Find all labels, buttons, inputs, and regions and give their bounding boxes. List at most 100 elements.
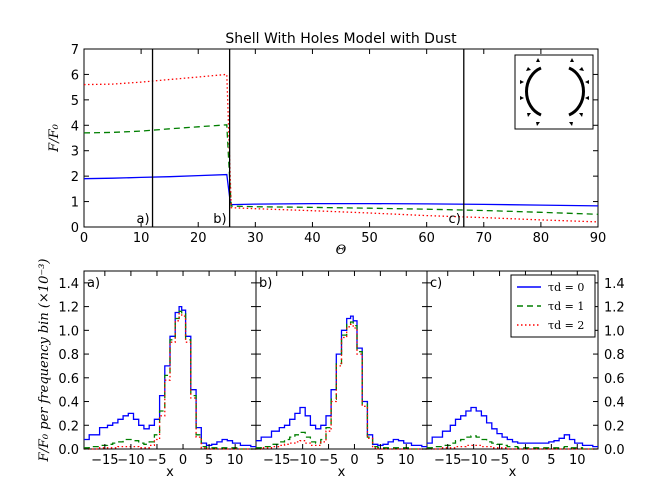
panel-2-xtick-label-2: −5 — [490, 453, 509, 468]
bottom-ytick-label-left-3: 0.6 — [58, 372, 79, 387]
panel-1-series-1 — [256, 321, 427, 450]
bottom-ytick-label-right-4: 0.8 — [604, 348, 625, 363]
top-ytick-label-6: 6 — [71, 68, 79, 83]
panel-1-xtick-label-4: 5 — [376, 453, 384, 468]
top-ytick-label-3: 3 — [71, 145, 79, 160]
panel-2-xtick-label-0: −15 — [434, 453, 461, 468]
panel-2-xtick-label-4: 5 — [547, 453, 555, 468]
inset-arrow-6-icon — [579, 67, 584, 71]
panel-2-label: c) — [430, 276, 442, 291]
top-xtick-label-9: 90 — [590, 231, 607, 246]
inset-left-shell — [525, 66, 542, 117]
bottom-ytick-label-left-5: 1.0 — [58, 324, 79, 339]
panel-1-xtick-label-5: 10 — [398, 453, 415, 468]
top-series-0 — [83, 173, 599, 207]
panel-2-series-2 — [427, 444, 598, 450]
legend-label-1: τd = 1 — [548, 300, 584, 313]
bottom-ytick-label-right-5: 1.0 — [604, 324, 625, 339]
panel-2-xtick-label-3: 0 — [521, 453, 529, 468]
bottom-ytick-label-left-0: 0.0 — [58, 443, 79, 458]
panel-1-xtick-label-1: −10 — [289, 453, 316, 468]
inset-right-shell — [568, 66, 585, 117]
inset-arrow-5-icon — [536, 122, 540, 126]
panel-0-xtick-label-2: −5 — [147, 453, 166, 468]
bottom-ytick-label-left-4: 0.8 — [58, 348, 79, 363]
inset-arrow-1-icon — [526, 67, 531, 71]
inset-arrow-2-icon — [520, 80, 524, 84]
panel-0-xtick-label-5: 10 — [227, 453, 244, 468]
panel-0-xlabel: x — [166, 465, 174, 480]
inset-arrow-12-icon — [570, 58, 574, 62]
top-ytick-label-5: 5 — [71, 94, 79, 109]
top-xtick-label-7: 70 — [476, 231, 493, 246]
chart-title: Shell With Holes Model with Dust — [225, 31, 457, 47]
inset-arrow-8-icon — [585, 96, 589, 100]
bottom-ytick-label-left-2: 0.4 — [58, 396, 79, 411]
inset-arrow-4-icon — [527, 113, 531, 117]
panel-1-xtick-label-0: −15 — [263, 453, 290, 468]
top-ytick-label-0: 0 — [71, 221, 79, 236]
shell-with-holes-inset — [514, 54, 594, 130]
panel-2-xtick-label-5: 10 — [569, 453, 586, 468]
top-xtick-label-3: 30 — [247, 231, 264, 246]
panel-0-series-2 — [84, 313, 256, 450]
panel-1-series-2 — [256, 323, 427, 450]
inset-arrow-7-icon — [585, 80, 589, 84]
bottom-ytick-label-right-7: 1.4 — [604, 277, 625, 292]
panel-2-xlabel: x — [509, 465, 517, 480]
legend-label-0: τd = 0 — [548, 281, 584, 294]
top-panel: Shell With Holes Model with Dust a) b) c) … — [47, 31, 606, 258]
panel-0-series-1 — [84, 310, 256, 450]
panel-0-xtick-label-1: −10 — [117, 453, 144, 468]
panel-1-label: b) — [259, 276, 272, 291]
top-x-axis-label: Θ — [336, 243, 347, 258]
panel-1-xtick-label-2: −5 — [319, 453, 338, 468]
top-annotation-0: a) — [136, 212, 149, 227]
bottom-ytick-label-right-2: 0.4 — [604, 396, 625, 411]
panel-0-series-0 — [84, 305, 256, 448]
inset-arrow-3-icon — [520, 96, 524, 100]
panel-0-label: a) — [87, 276, 100, 291]
top-annotation-2: c) — [449, 212, 461, 227]
inset-arrow-11-icon — [536, 58, 540, 62]
legend-box — [510, 274, 596, 338]
panel-0-xtick-label-3: 0 — [179, 453, 187, 468]
top-xtick-label-4: 40 — [304, 231, 321, 246]
top-ytick-label-7: 7 — [71, 43, 79, 58]
panel-1-xlabel: x — [338, 465, 346, 480]
top-xtick-label-5: 50 — [361, 231, 378, 246]
legend-label-2: τd = 2 — [548, 319, 584, 332]
panel-1-xtick-label-3: 0 — [350, 453, 358, 468]
bottom-ytick-label-right-0: 0.0 — [604, 443, 625, 458]
bottom-ytick-label-right-3: 0.6 — [604, 372, 625, 387]
bottom-ytick-label-right-1: 0.2 — [604, 419, 625, 434]
top-annotation-1: b) — [213, 212, 226, 227]
panel-2-xtick-label-1: −10 — [460, 453, 487, 468]
bottom-ytick-label-left-1: 0.2 — [58, 419, 79, 434]
top-ytick-label-4: 4 — [71, 119, 79, 134]
top-plot-frame — [83, 48, 599, 228]
top-xtick-label-2: 20 — [190, 231, 207, 246]
panel-0-xtick-label-0: −15 — [91, 453, 118, 468]
top-series-1 — [83, 124, 599, 215]
bottom-ytick-label-left-6: 1.2 — [58, 301, 79, 316]
inset-arrow-9-icon — [579, 113, 583, 117]
top-xtick-label-1: 10 — [133, 231, 150, 246]
top-ytick-label-1: 1 — [71, 196, 79, 211]
panel-0-xtick-label-4: 5 — [205, 453, 213, 468]
top-xtick-label-8: 80 — [533, 231, 550, 246]
bottom-ytick-label-left-7: 1.4 — [58, 277, 79, 292]
top-y-axis-label: F/F₀ — [47, 123, 62, 152]
top-ytick-label-2: 2 — [71, 170, 79, 185]
top-xtick-label-0: 0 — [80, 231, 88, 246]
bottom-y-axis-label: F/F₀ per frequency bin (×10⁻³) — [37, 259, 52, 463]
bottom-ytick-label-right-6: 1.2 — [604, 301, 625, 316]
inset-arrow-10-icon — [569, 122, 573, 126]
top-xtick-label-6: 60 — [418, 231, 435, 246]
legend: τd = 0 τd = 1 τd = 2 — [510, 274, 596, 338]
panel-2-series-0 — [427, 406, 598, 448]
panel-1-series-0 — [256, 315, 427, 448]
top-series-2 — [83, 73, 599, 223]
